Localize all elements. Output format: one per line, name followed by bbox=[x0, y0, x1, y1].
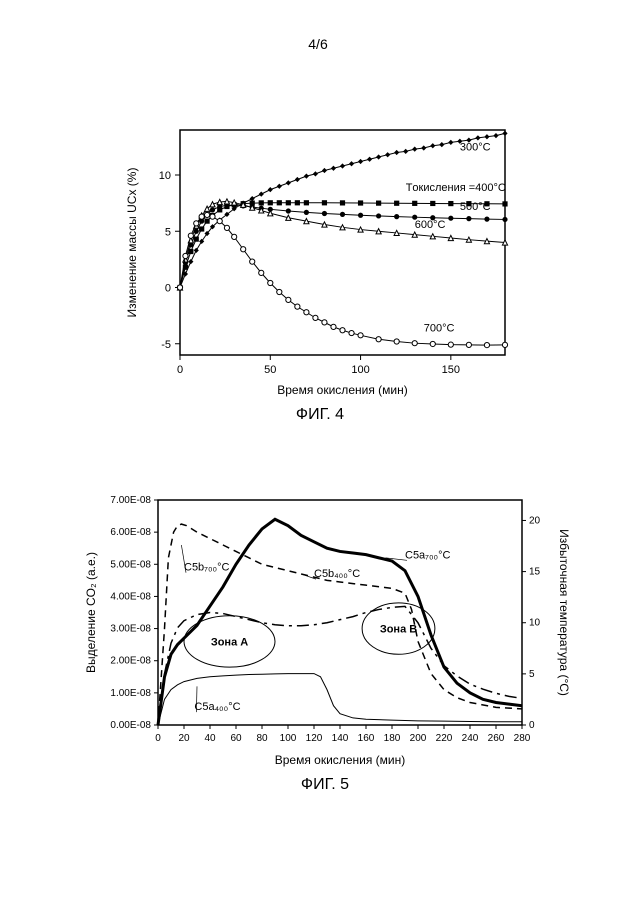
svg-text:260: 260 bbox=[488, 733, 505, 744]
svg-text:150: 150 bbox=[442, 364, 460, 376]
svg-text:5.00E-08: 5.00E-08 bbox=[110, 559, 151, 570]
svg-text:6.00E-08: 6.00E-08 bbox=[110, 527, 151, 538]
svg-text:15: 15 bbox=[529, 567, 541, 578]
svg-text:600°C: 600°C bbox=[415, 219, 446, 231]
svg-text:220: 220 bbox=[436, 733, 453, 744]
svg-text:2.00E-08: 2.00E-08 bbox=[110, 656, 151, 667]
svg-text:100: 100 bbox=[280, 733, 297, 744]
svg-text:C5a₄₀₀°C: C5a₄₀₀°C bbox=[194, 701, 240, 713]
svg-text:200: 200 bbox=[410, 733, 427, 744]
svg-text:300°C: 300°C bbox=[460, 141, 491, 153]
svg-text:140: 140 bbox=[332, 733, 349, 744]
svg-text:160: 160 bbox=[358, 733, 375, 744]
svg-text:0.00E-08: 0.00E-08 bbox=[110, 720, 151, 731]
svg-text:20: 20 bbox=[178, 733, 190, 744]
svg-text:100: 100 bbox=[351, 364, 369, 376]
svg-text:0: 0 bbox=[165, 283, 171, 295]
fig5-caption: ФИГ. 5 bbox=[80, 776, 570, 794]
svg-text:60: 60 bbox=[230, 733, 242, 744]
svg-text:4.00E-08: 4.00E-08 bbox=[110, 591, 151, 602]
svg-text:Избыточная температура (°C): Избыточная температура (°C) bbox=[557, 529, 570, 696]
svg-text:0: 0 bbox=[529, 720, 535, 731]
page-number: 4/6 bbox=[0, 36, 636, 52]
svg-text:C5b₇₀₀°C: C5b₇₀₀°C bbox=[184, 562, 229, 574]
svg-text:40: 40 bbox=[204, 733, 216, 744]
svg-text:0: 0 bbox=[155, 733, 161, 744]
svg-text:20: 20 bbox=[529, 515, 541, 526]
figure-5: 0204060801001201401601802002202402602800… bbox=[80, 490, 570, 794]
svg-text:80: 80 bbox=[256, 733, 268, 744]
svg-text:Время окисления (мин): Время окисления (мин) bbox=[277, 383, 407, 397]
svg-text:180: 180 bbox=[384, 733, 401, 744]
svg-text:Время окисления (мин): Время окисления (мин) bbox=[275, 753, 405, 767]
svg-text:-5: -5 bbox=[161, 339, 171, 351]
fig5-chart: 0204060801001201401601802002202402602800… bbox=[80, 490, 570, 770]
svg-text:7.00E-08: 7.00E-08 bbox=[110, 495, 151, 506]
svg-text:120: 120 bbox=[306, 733, 323, 744]
svg-text:Выделение CO₂ (a.e.): Выделение CO₂ (a.e.) bbox=[84, 552, 98, 673]
svg-text:5: 5 bbox=[165, 226, 171, 238]
svg-text:10: 10 bbox=[529, 618, 541, 629]
svg-text:Зона A: Зона A bbox=[211, 636, 248, 648]
svg-text:3.00E-08: 3.00E-08 bbox=[110, 624, 151, 635]
svg-text:50: 50 bbox=[264, 364, 276, 376]
page: 4/6 050100150-50510Время окисления (мин)… bbox=[0, 0, 636, 899]
fig4-caption: ФИГ. 4 bbox=[120, 406, 520, 424]
svg-text:1.00E-08: 1.00E-08 bbox=[110, 688, 151, 699]
svg-text:Зона B: Зона B bbox=[380, 624, 417, 636]
svg-text:500°C: 500°C bbox=[460, 201, 491, 213]
svg-text:C5a₇₀₀°C: C5a₇₀₀°C bbox=[405, 549, 450, 561]
svg-text:280: 280 bbox=[514, 733, 531, 744]
svg-text:10: 10 bbox=[159, 170, 171, 182]
svg-text:700°C: 700°C bbox=[424, 322, 455, 334]
svg-text:C5b₄₀₀°C: C5b₄₀₀°C bbox=[314, 568, 360, 580]
svg-text:Tокисления =400°C: Tокисления =400°C bbox=[406, 182, 506, 194]
svg-text:240: 240 bbox=[462, 733, 479, 744]
figure-4: 0 50 100 150 -5 0 5 10 Время окисления (мин) Изме… bbox=[120, 120, 520, 424]
svg-text:Изменение массы UCx (%): Изменение массы UCx (%) bbox=[125, 168, 139, 318]
fig4-chart: 0 50 100 150 -5 0 5 10 Время окисления (мин) Изме… bbox=[120, 120, 520, 400]
svg-text:5: 5 bbox=[529, 669, 535, 680]
svg-text:0: 0 bbox=[177, 364, 183, 376]
